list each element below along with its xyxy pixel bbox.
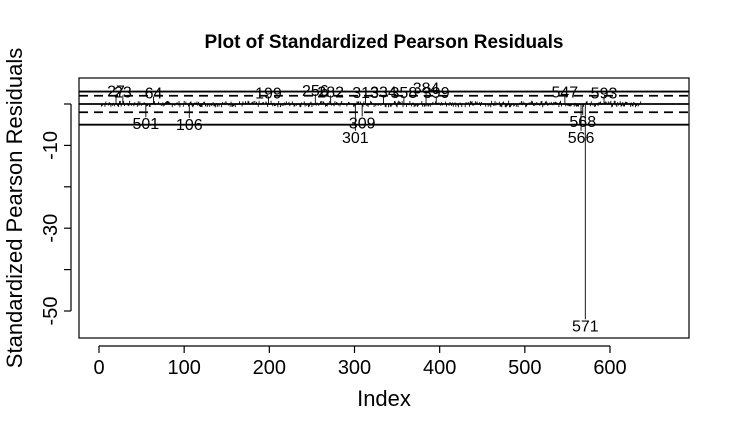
point-label-199: 199 [255,86,282,103]
point-label-568: 568 [569,114,596,131]
point-label-309: 309 [349,115,376,132]
y-tick-label--10: -10 [40,131,62,160]
x-tick-label-600: 600 [593,357,626,379]
x-tick-label-400: 400 [423,357,456,379]
point-label-334: 334 [370,84,397,101]
point-label-593: 593 [591,86,618,103]
residual-spikes [99,91,643,320]
y-axis: -50 -30 -10 [40,103,72,326]
point-label-256: 256 [302,83,329,100]
chart-title: Plot of Standardized Pearson Residuals [205,32,564,53]
point-label-547: 547 [552,85,579,102]
point-label-23: 23 [114,84,132,101]
point-label-106: 106 [176,117,203,134]
point-label-566: 566 [568,130,595,147]
y-axis-label: Standardized Pearson Residuals [2,48,27,368]
point-label-282: 282 [317,84,344,101]
x-tick-label-100: 100 [167,357,200,379]
point-label-313: 313 [352,85,379,102]
x-tick-label-200: 200 [253,357,286,379]
point-label-571: 571 [572,318,599,335]
x-tick-label-500: 500 [508,357,541,379]
x-axis-label: Index [357,386,411,411]
y-tick-label--50: -50 [40,297,62,326]
x-tick-label-0: 0 [93,357,104,379]
point-label-501: 501 [132,116,159,133]
point-label-399: 399 [423,85,450,102]
point-label-384: 384 [413,81,440,98]
plot-frame [78,77,690,339]
point-label-64: 64 [145,86,163,103]
point-label-358: 358 [391,85,418,102]
point-label-27: 27 [107,83,125,100]
x-tick-label-300: 300 [338,357,371,379]
y-tick-label--30: -30 [40,214,62,243]
x-axis: 0 100 200 300 400 500 600 [93,345,627,379]
point-label-301: 301 [342,130,369,147]
